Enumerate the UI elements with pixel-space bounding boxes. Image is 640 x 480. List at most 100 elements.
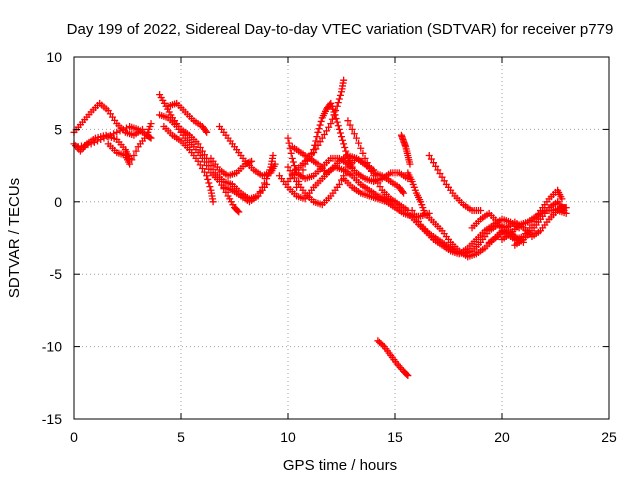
data-point bbox=[74, 143, 82, 151]
series-arc-10 bbox=[207, 154, 256, 180]
data-point bbox=[317, 117, 325, 125]
data-point bbox=[318, 134, 326, 142]
data-point bbox=[313, 133, 321, 141]
data-point bbox=[287, 149, 295, 157]
series-arc-21 bbox=[397, 131, 414, 168]
data-point bbox=[412, 214, 420, 222]
series-arc-3 bbox=[74, 120, 155, 151]
data-points bbox=[70, 76, 570, 380]
data-point bbox=[106, 131, 114, 139]
x-axis-label: GPS time / hours bbox=[283, 457, 397, 474]
data-point bbox=[284, 163, 292, 171]
data-point bbox=[406, 160, 414, 168]
data-point bbox=[198, 154, 206, 162]
data-point bbox=[110, 130, 118, 138]
data-point bbox=[204, 175, 212, 183]
data-point bbox=[370, 172, 378, 180]
x-tick-label: 10 bbox=[280, 429, 296, 445]
data-point bbox=[122, 124, 130, 132]
data-point bbox=[316, 138, 324, 146]
data-point bbox=[81, 141, 89, 149]
data-point bbox=[438, 173, 446, 181]
series-arc-24 bbox=[425, 151, 485, 214]
series-arc-6 bbox=[156, 111, 243, 216]
y-axis-label: SDTVAR / TECUs bbox=[6, 178, 23, 298]
data-point bbox=[379, 341, 387, 349]
data-point bbox=[90, 138, 98, 146]
data-point bbox=[315, 125, 323, 133]
data-point bbox=[372, 175, 380, 183]
series-arc-7 bbox=[164, 99, 211, 136]
data-point bbox=[352, 134, 360, 142]
data-point bbox=[256, 188, 264, 196]
data-point bbox=[288, 154, 296, 162]
data-point bbox=[348, 125, 356, 133]
data-point bbox=[205, 179, 213, 187]
data-point bbox=[374, 179, 382, 187]
data-point bbox=[335, 180, 343, 188]
data-point bbox=[323, 127, 331, 135]
data-point bbox=[408, 206, 416, 214]
y-tick-label: 0 bbox=[54, 194, 62, 210]
data-point bbox=[367, 167, 375, 175]
data-point bbox=[327, 120, 335, 128]
x-tick-label: 15 bbox=[387, 429, 403, 445]
data-point bbox=[403, 370, 411, 378]
data-point bbox=[100, 134, 108, 142]
data-point bbox=[365, 163, 373, 171]
data-point bbox=[119, 125, 127, 133]
y-tick-label: 10 bbox=[46, 49, 62, 65]
series-arc-20 bbox=[374, 337, 412, 380]
data-point bbox=[286, 167, 294, 175]
data-point bbox=[440, 177, 448, 185]
data-point bbox=[328, 115, 336, 123]
data-point bbox=[355, 139, 363, 147]
data-point bbox=[477, 206, 485, 214]
data-point bbox=[335, 95, 343, 103]
data-point bbox=[427, 155, 435, 163]
data-point bbox=[97, 136, 105, 144]
data-point bbox=[312, 137, 320, 145]
data-point bbox=[147, 120, 155, 128]
data-point bbox=[338, 133, 345, 141]
data-point bbox=[376, 183, 384, 191]
data-point bbox=[196, 144, 204, 151]
series-arc-11 bbox=[220, 151, 277, 206]
data-point bbox=[258, 183, 266, 191]
data-point bbox=[415, 217, 423, 225]
series-arc-8 bbox=[160, 123, 217, 206]
data-point bbox=[299, 166, 307, 174]
data-point bbox=[325, 123, 333, 131]
data-point bbox=[288, 170, 296, 178]
data-point bbox=[331, 111, 339, 119]
data-point bbox=[290, 162, 298, 170]
y-tick-label: -15 bbox=[42, 411, 62, 427]
data-point bbox=[94, 137, 102, 145]
data-point bbox=[84, 141, 92, 149]
data-point bbox=[334, 122, 342, 130]
data-point bbox=[340, 140, 348, 148]
x-tick-label: 0 bbox=[70, 429, 78, 445]
plot-frame bbox=[73, 56, 610, 420]
data-point bbox=[128, 156, 136, 164]
data-point bbox=[436, 170, 444, 178]
data-point bbox=[340, 76, 348, 84]
data-point bbox=[342, 167, 350, 175]
data-point bbox=[425, 151, 433, 159]
data-point bbox=[269, 151, 277, 159]
chart-title: Day 199 of 2022, Sidereal Day-to-day VTE… bbox=[67, 21, 614, 38]
series-arc-28 bbox=[511, 198, 568, 249]
y-tick-label: 5 bbox=[54, 121, 62, 137]
grid bbox=[74, 57, 609, 419]
data-point bbox=[346, 121, 354, 129]
y-tick-label: -10 bbox=[42, 339, 62, 355]
data-point bbox=[297, 172, 305, 180]
data-point bbox=[334, 99, 342, 107]
x-tick-labels: 0 5 10 15 20 25 bbox=[70, 429, 617, 445]
data-point bbox=[87, 140, 95, 148]
data-point bbox=[314, 128, 322, 136]
data-point bbox=[335, 125, 343, 133]
data-point bbox=[205, 165, 213, 173]
data-point bbox=[336, 91, 344, 99]
data-point bbox=[244, 159, 252, 167]
